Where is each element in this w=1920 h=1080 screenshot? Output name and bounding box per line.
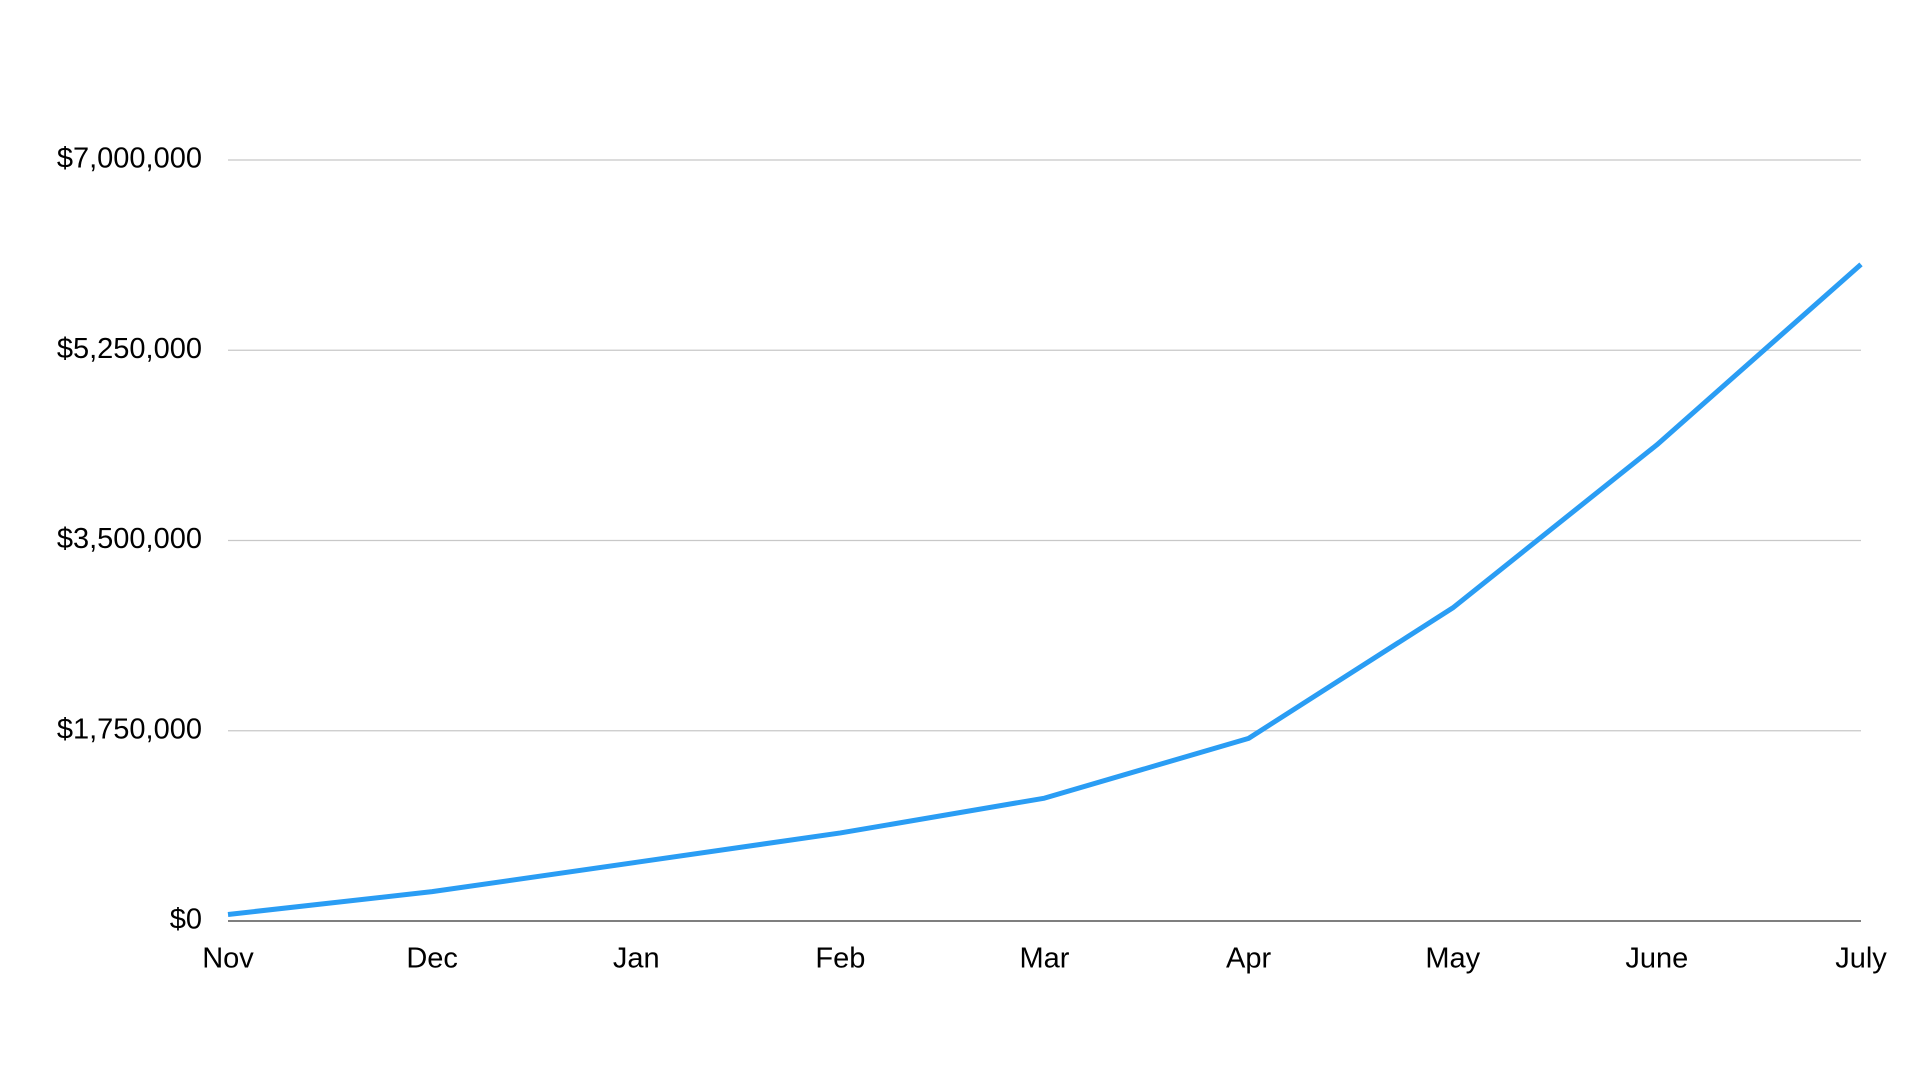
y-tick-label: $5,250,000 <box>57 333 202 365</box>
line-series <box>227 262 1863 917</box>
x-tick-label: Jan <box>613 943 660 975</box>
x-tick-label: July <box>1835 943 1887 975</box>
x-tick-label: June <box>1625 943 1688 975</box>
x-tick-label: Apr <box>1226 943 1271 975</box>
x-tick-label: Dec <box>406 943 458 975</box>
x-tick-label: Nov <box>202 943 254 975</box>
y-tick-label: $7,000,000 <box>57 143 202 175</box>
y-tick-label: $1,750,000 <box>57 713 202 745</box>
y-tick-label: $3,500,000 <box>57 523 202 555</box>
y-tick-label: $0 <box>170 904 202 936</box>
x-tick-label: Mar <box>1020 943 1070 975</box>
x-tick-label: May <box>1425 943 1480 975</box>
x-tick-label: Feb <box>815 943 865 975</box>
